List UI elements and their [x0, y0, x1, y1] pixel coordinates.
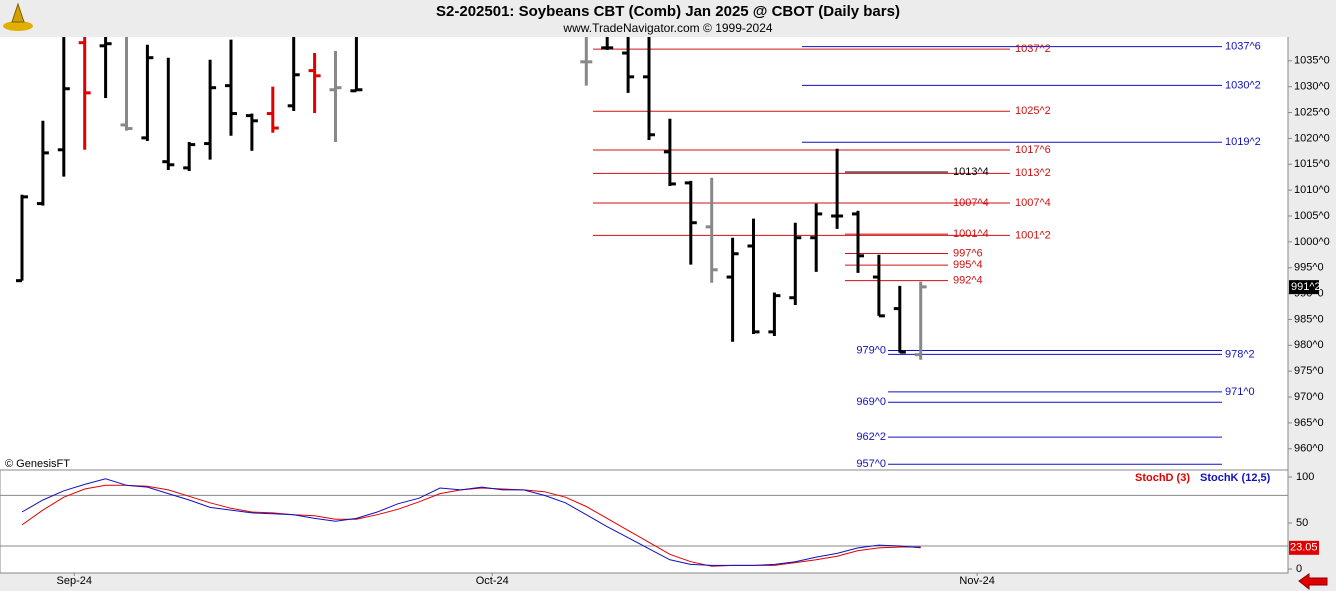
- level-label: 1007^4: [1015, 197, 1051, 209]
- y-tick-label: 1025^0: [1294, 106, 1330, 118]
- x-tick-label: Nov-24: [959, 575, 994, 587]
- last-price-label: 991^2: [1291, 281, 1321, 293]
- level-label: 1013^2: [1015, 167, 1051, 179]
- y-tick-label: 1015^0: [1294, 158, 1330, 170]
- level-label: 962^2: [856, 431, 886, 443]
- chart-title: S2-202501: Soybeans CBT (Comb) Jan 2025 …: [436, 3, 900, 20]
- y-tick-label: 970^0: [1294, 391, 1324, 403]
- y-tick-label: 0: [1296, 563, 1302, 575]
- level-label: 1001^4: [953, 228, 989, 240]
- x-tick-label: Oct-24: [476, 575, 509, 587]
- level-label: 1013^4: [953, 166, 989, 178]
- legend-label: StochD (3): [1135, 472, 1190, 484]
- y-tick-label: 100: [1296, 471, 1314, 483]
- y-tick-label: 1020^0: [1294, 132, 1330, 144]
- level-label: 978^2: [1225, 348, 1255, 360]
- y-tick-label: 1005^0: [1294, 210, 1330, 222]
- y-tick-label: 1030^0: [1294, 81, 1330, 93]
- level-label: 995^4: [953, 259, 983, 271]
- level-label: 1017^6: [1015, 144, 1051, 156]
- price-panel: [0, 37, 1288, 470]
- level-label: 1037^6: [1225, 40, 1261, 52]
- y-tick-label: 50: [1296, 517, 1308, 529]
- last-value-box: [1289, 540, 1319, 555]
- y-tick-label: 985^0: [1294, 313, 1324, 325]
- y-tick-label: 1035^0: [1294, 55, 1330, 67]
- level-label: 1037^2: [1015, 43, 1051, 55]
- y-tick-label: 980^0: [1294, 339, 1324, 351]
- legend-label: StochK (12,5): [1200, 472, 1271, 484]
- price-plot: [16, 37, 1222, 465]
- watermark: © GenesisFT: [5, 458, 70, 470]
- level-label: 1030^2: [1225, 79, 1261, 91]
- x-tick-label: Sep-24: [57, 575, 92, 587]
- level-label: 1007^4: [953, 197, 989, 209]
- chart-subtitle: www.TradeNavigator.com © 1999-2024: [562, 21, 772, 35]
- y-tick-label: 1010^0: [1294, 184, 1330, 196]
- nav-arrow[interactable]: [1298, 573, 1328, 591]
- level-label: 979^0: [856, 344, 886, 356]
- logo: [3, 2, 33, 31]
- last-price-box: [1289, 280, 1319, 295]
- y-tick-label: 975^0: [1294, 365, 1324, 377]
- y-tick-label: 995^0: [1294, 262, 1324, 274]
- stoch-line: [21, 478, 921, 566]
- level-label: 997^6: [953, 247, 983, 259]
- level-label: 1001^2: [1015, 229, 1051, 241]
- level-label: 1025^2: [1015, 105, 1051, 117]
- stoch-panel: [0, 469, 1289, 574]
- y-tick-label: 1000^0: [1294, 236, 1330, 248]
- stoch-plot: [0, 478, 1288, 567]
- level-label: 957^0: [856, 458, 886, 470]
- y-tick-label: 965^0: [1294, 417, 1324, 429]
- level-label: 992^4: [953, 275, 983, 287]
- level-label: 971^0: [1225, 386, 1255, 398]
- y-tick-label: 960^0: [1294, 443, 1324, 455]
- level-label: 969^0: [856, 396, 886, 408]
- last-value-label: 23.05: [1290, 542, 1318, 554]
- level-label: 1019^2: [1225, 136, 1261, 148]
